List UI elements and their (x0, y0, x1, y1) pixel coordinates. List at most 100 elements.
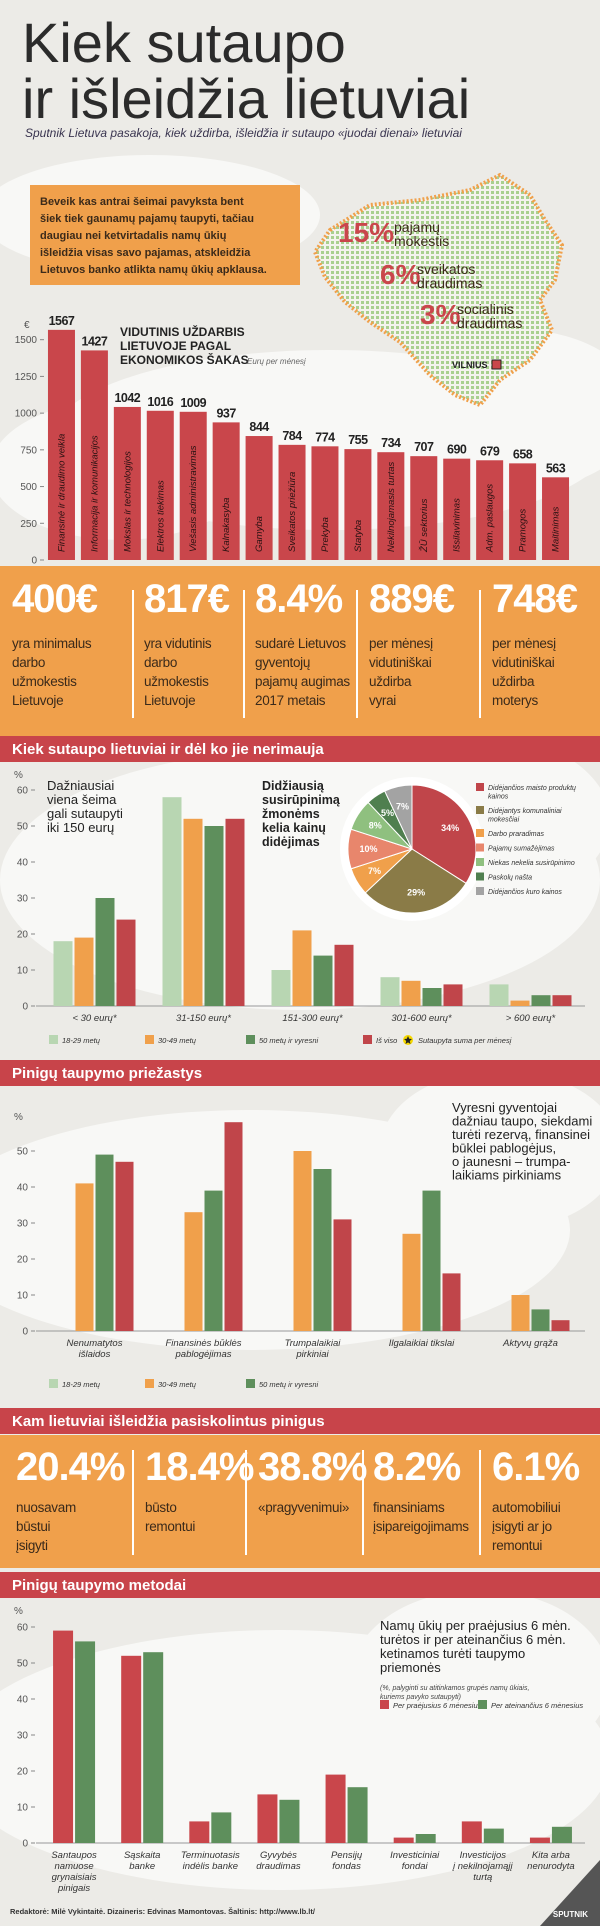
legend-swatch (363, 1035, 372, 1044)
capital-marker (491, 359, 502, 370)
bar (75, 1641, 96, 1843)
bar (509, 463, 537, 560)
bar (531, 1309, 550, 1331)
bar (225, 818, 245, 1006)
bar (224, 1122, 243, 1331)
bar (489, 984, 509, 1006)
stat-text: 2017 metais (255, 693, 326, 708)
category-label: Nekilnojamasis turtas (386, 461, 397, 552)
bar (380, 977, 400, 1006)
bar (551, 1826, 572, 1843)
stat-value: 748€ (492, 577, 578, 621)
y-tick-label: 0 (22, 1327, 28, 1338)
stat-value: 38.8% (258, 1445, 367, 1489)
bar (402, 1233, 421, 1331)
category-label: namuose (55, 1861, 94, 1872)
bar (344, 449, 372, 560)
pie-title: Didžiausią (262, 779, 325, 793)
annotation: laikiams pirkiniams (452, 1168, 562, 1183)
bar (293, 1151, 312, 1331)
category-label: pablogėjimas (175, 1349, 232, 1360)
category-label: Finansinė ir draudimo veikla (56, 434, 67, 552)
annotation: Dažniausiai (47, 778, 114, 793)
note: kuriems pavyko sutaupyti) (380, 1694, 461, 1701)
bar (143, 1652, 164, 1843)
legend-swatch (476, 783, 484, 791)
value-label: 774 (315, 430, 335, 444)
bar (53, 941, 73, 1006)
legend-note: Sutaupyta suma per mėnesį (418, 1036, 512, 1045)
category-label: draudimas (256, 1861, 301, 1872)
y-tick-label: 750 (20, 445, 37, 456)
y-axis-label: % (14, 770, 23, 781)
bar (162, 797, 182, 1006)
bar (461, 1821, 482, 1843)
title: ir išleidžia lietuviai (22, 67, 470, 130)
intro-text: Beveik kas antrai šeimai pavyksta bent (40, 196, 244, 208)
section-title: Pinigų taupymo priežastys (12, 1065, 202, 1082)
category-label: Statyba (353, 520, 364, 552)
category-label: fondai (402, 1861, 429, 1872)
tax-name: mokestis (394, 233, 449, 249)
stat-value: 889€ (369, 577, 455, 621)
intro-text: Lietuvos banko atlikta namų ūkių apklaus… (40, 264, 267, 276)
bar (415, 1834, 436, 1843)
stat-text: sudarė Lietuvos (255, 636, 346, 651)
bar (313, 1169, 332, 1331)
bar (204, 1190, 223, 1331)
stat-value: 817€ (144, 577, 230, 621)
y-axis-label: % (14, 1112, 23, 1123)
legend-swatch (476, 887, 484, 895)
category-label: Kita arba (532, 1850, 570, 1861)
annotation: būklei pablogėjus, (452, 1141, 556, 1156)
legend-swatch (380, 1700, 389, 1709)
value-label: 755 (348, 433, 368, 447)
legend-swatch (476, 858, 484, 866)
bar (443, 458, 471, 560)
stat-value: 18.4% (145, 1445, 254, 1489)
bar (511, 1295, 530, 1331)
logo-shape (540, 1860, 600, 1926)
value-label: 1427 (82, 334, 108, 348)
stat-text: nuosavam (16, 1500, 76, 1515)
legend-label: Didėjančios maisto produktų (488, 785, 576, 792)
stat-text: pajamų augimas (255, 674, 350, 689)
credits: Redaktorė: Milė Vykintaitė. Dizaineris: … (10, 1907, 316, 1916)
stat-text: vidutiniškai (492, 655, 555, 670)
category-label: Aktyvų grąža (502, 1338, 558, 1349)
category-label: nenurodyta (527, 1861, 575, 1872)
value-label: 1567 (49, 314, 75, 328)
legend-swatch (145, 1379, 154, 1388)
bar (422, 988, 442, 1006)
value-label: 937 (216, 406, 236, 420)
bar (245, 436, 273, 560)
bar (443, 984, 463, 1006)
value-label: 690 (447, 443, 467, 457)
tax-name: draudimas (457, 315, 522, 331)
chart-title: EKONOMIKOS ŠAKAS (120, 352, 249, 367)
legend-swatch (49, 1379, 58, 1388)
bar (212, 422, 240, 560)
legend-label: kainos (488, 794, 509, 801)
bar (552, 995, 572, 1006)
legend-label: 30-49 metų (158, 1036, 197, 1045)
y-tick-label: 10 (17, 1291, 29, 1302)
annotation: turėti rezervą, finansinei (452, 1127, 590, 1142)
annotation: iki 150 eurų (47, 820, 114, 835)
chart-title: VIDUTINIS UŽDARBIS (120, 324, 245, 339)
bar (442, 1273, 461, 1331)
stat-text: įsigyti ar jo (492, 1519, 552, 1534)
legend-swatch (476, 829, 484, 837)
stats-band (0, 566, 600, 738)
value-label: 784 (282, 429, 302, 443)
stat-text: «pragyvenimui» (258, 1500, 349, 1515)
category-label: Adm. paslaugos (485, 484, 496, 553)
legend-swatch (478, 1700, 487, 1709)
value-label: 1016 (147, 395, 173, 409)
category-label: Išsilavinimas (452, 498, 463, 552)
section-header (0, 1060, 600, 1086)
tax-name: draudimas (417, 275, 482, 291)
category-label: Informacija ir komunikacijos (89, 435, 100, 552)
stat-text: vidutiniškai (369, 655, 432, 670)
